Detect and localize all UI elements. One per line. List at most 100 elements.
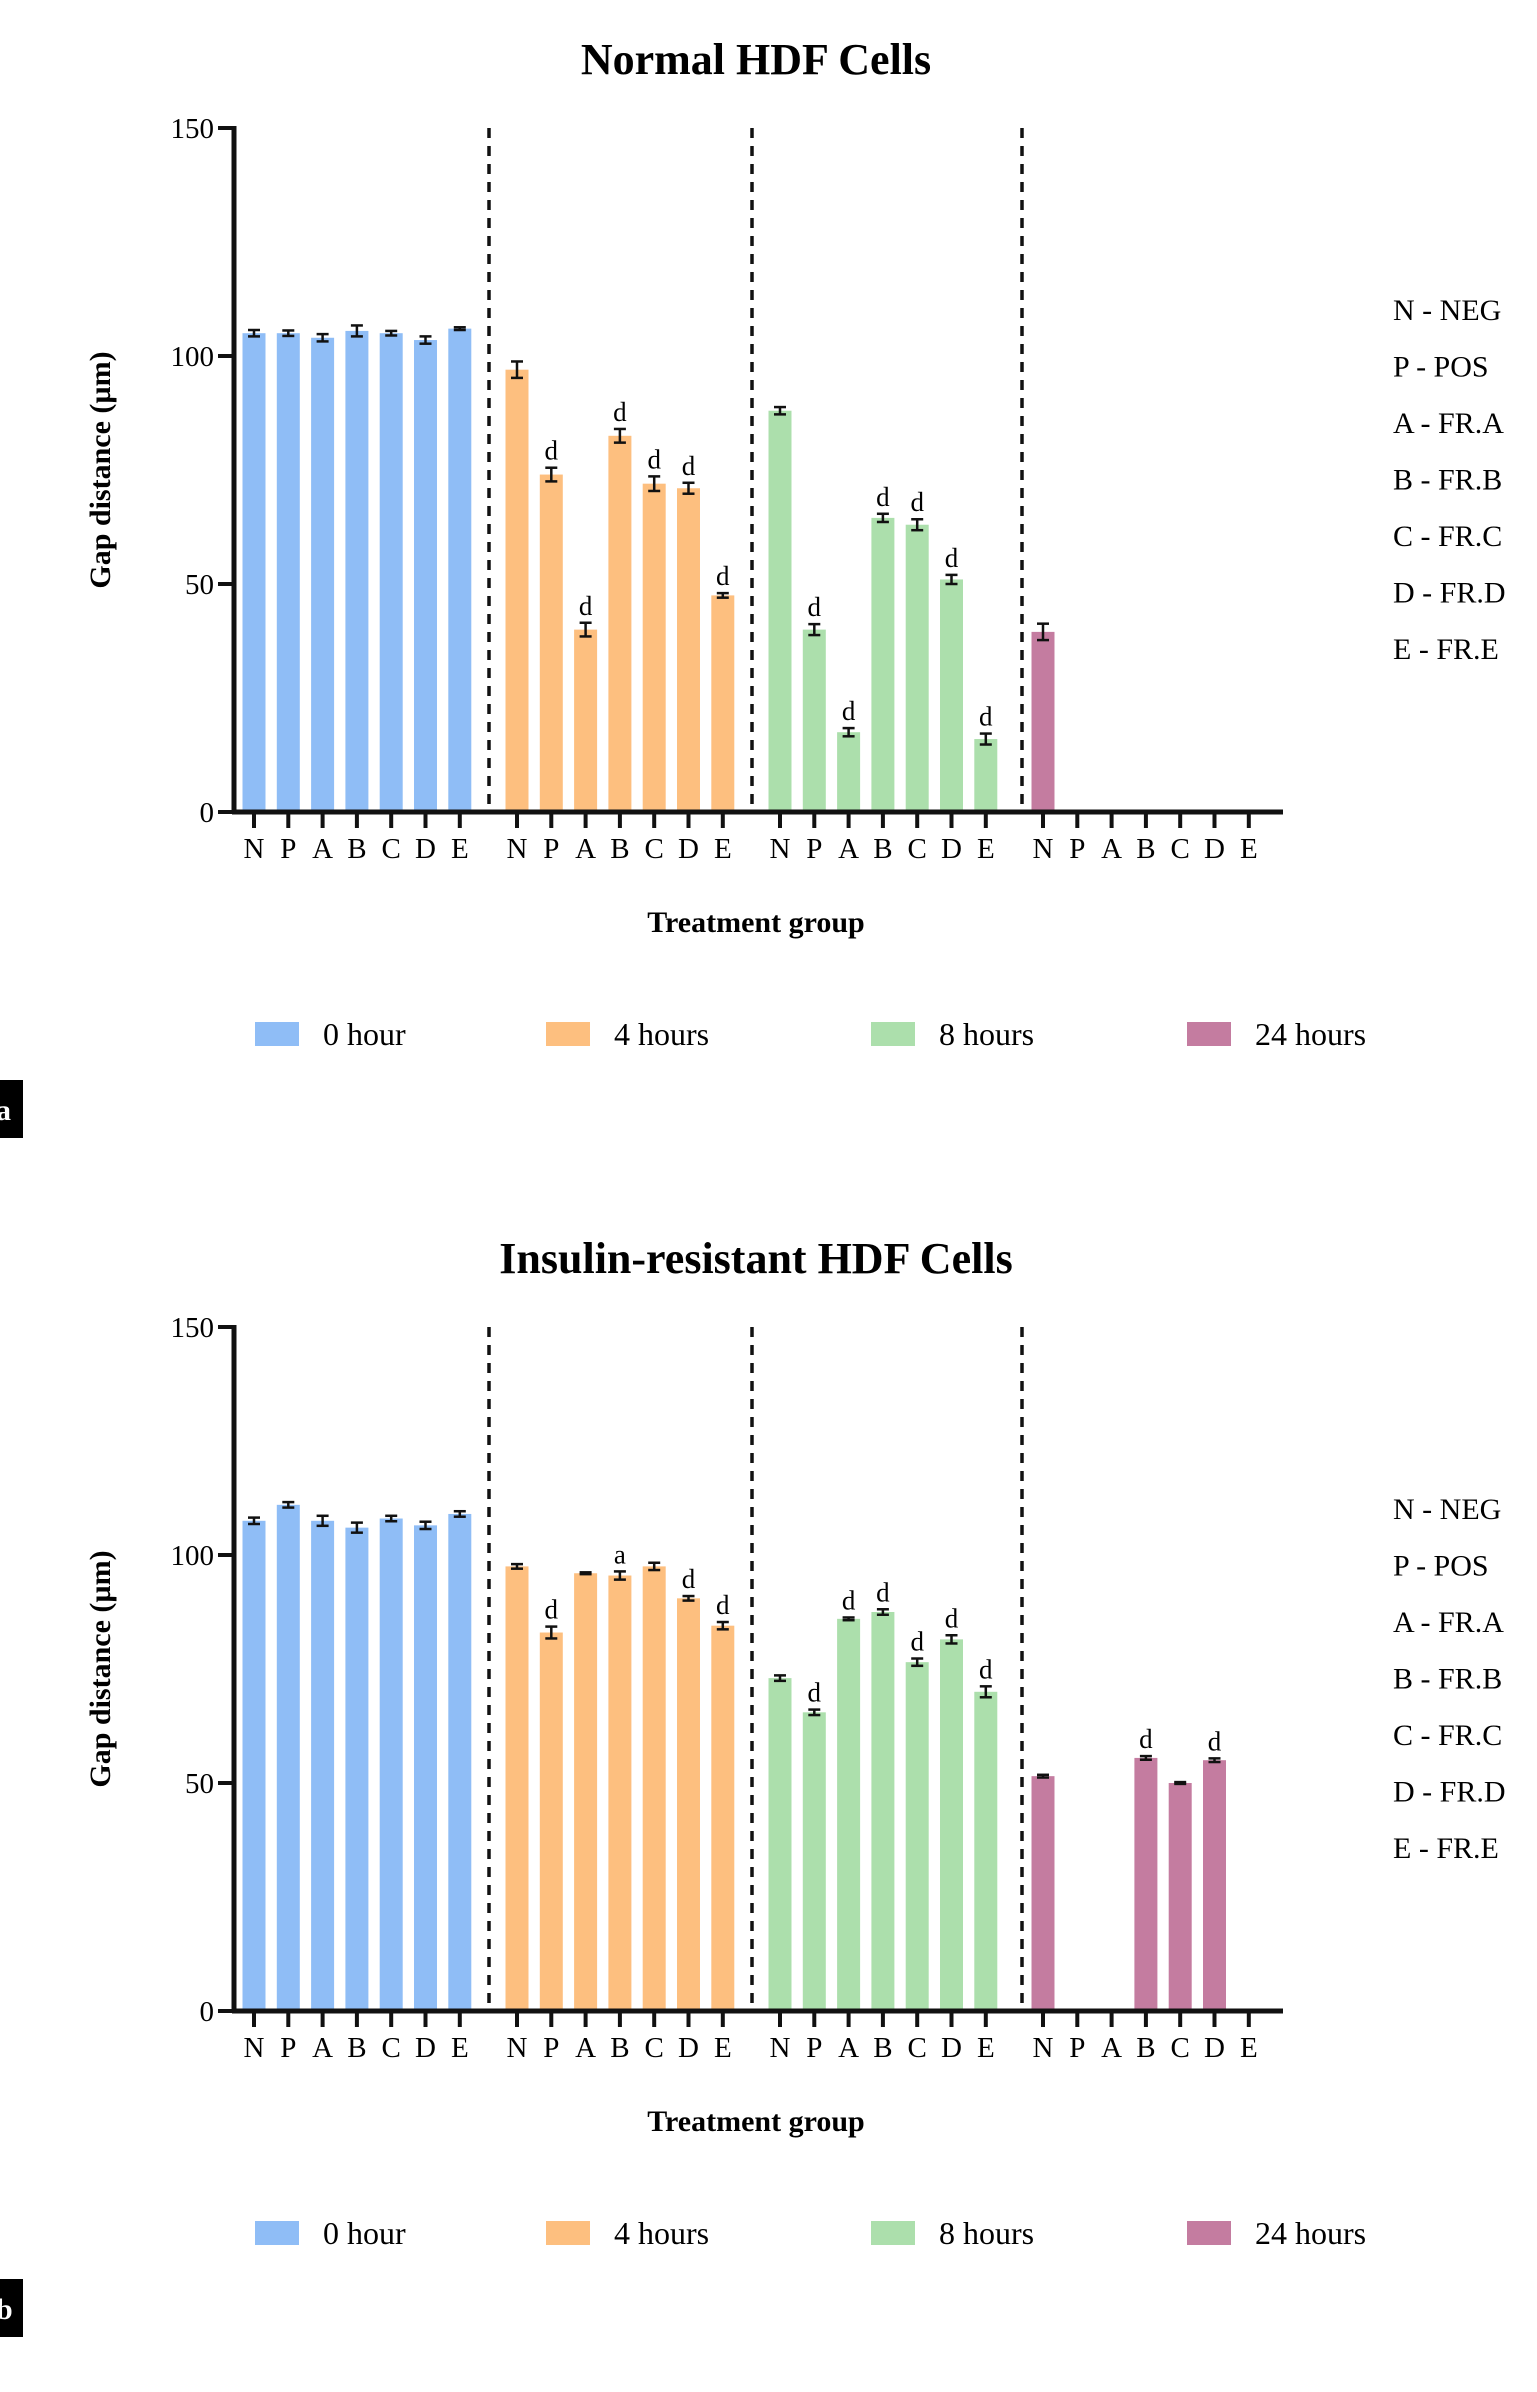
significance-label: d [979, 702, 993, 732]
legend-label: 24 hours [1255, 2215, 1366, 2251]
error-bar [419, 335, 432, 345]
panel-label-box [0, 2279, 23, 2337]
bar-8-hours-E [974, 739, 998, 812]
x-tick-label: N [244, 2032, 265, 2064]
y-tick-label: 100 [171, 1540, 215, 1572]
error-bar [979, 732, 992, 746]
x-tick-label: N [507, 2032, 528, 2064]
bar-0-hour-C [379, 1518, 403, 2011]
error-bar [316, 332, 329, 343]
error-bar [682, 481, 695, 495]
error-bar [876, 1608, 889, 1616]
x-tick-label: C [908, 833, 927, 865]
bar-0-hour-P [276, 1504, 300, 2011]
x-tick-label: A [1101, 2032, 1122, 2064]
bar-4-hours-B [608, 1575, 632, 2011]
x-tick-label: B [347, 2032, 366, 2064]
bar-8-hours-A [837, 1618, 861, 2011]
bar-8-hours-D [940, 1639, 963, 2011]
panel-label: b [0, 2279, 23, 2337]
bar-24-hours-D [1203, 1760, 1226, 2011]
legend-swatch [1187, 2221, 1231, 2245]
error-bar [648, 475, 661, 493]
key-entry: B - FR.B [1393, 464, 1502, 497]
x-tick-label: A [838, 2032, 859, 2064]
error-bar [613, 427, 626, 444]
error-bar [248, 328, 260, 338]
x-tick-label: C [908, 2032, 927, 2064]
legend-swatch [546, 2221, 590, 2245]
error-bar [979, 1685, 992, 1699]
error-bar [282, 329, 295, 338]
legend-item: 0 hour [255, 1016, 406, 1052]
x-tick-label: B [610, 2032, 629, 2064]
panel-label: a [0, 1080, 23, 1138]
x-tick-label: D [678, 833, 699, 865]
legend-swatch [871, 2221, 915, 2245]
error-bar [350, 1521, 363, 1534]
x-tick-label: D [941, 2032, 962, 2064]
bar-0-hour-P [276, 333, 300, 812]
significance-label: d [613, 397, 627, 427]
error-bar [511, 360, 523, 380]
legend-label: 24 hours [1255, 1016, 1366, 1052]
x-tick-label: P [1069, 833, 1085, 865]
key-entry: C - FR.C [1393, 1719, 1502, 1752]
bar-0-hour-E [448, 328, 472, 812]
bar-0-hour-B [345, 330, 369, 812]
error-bar [316, 1514, 329, 1528]
x-tick-label: D [415, 833, 436, 865]
bar-8-hours-C [905, 524, 929, 812]
x-tick-label: C [382, 2032, 401, 2064]
significance-label: d [979, 1654, 993, 1684]
error-bar [774, 1674, 786, 1683]
legend-item: 24 hours [1187, 2215, 1366, 2251]
y-tick-label: 0 [200, 1996, 215, 2028]
x-tick-label: N [770, 2032, 791, 2064]
error-bar [1037, 622, 1049, 642]
key-entry: B - FR.B [1393, 1663, 1502, 1696]
x-tick-label: B [1136, 2032, 1155, 2064]
error-bar [774, 405, 786, 416]
panel-label-text: a [0, 1094, 11, 1127]
bar-0-hour-N [242, 333, 266, 812]
x-tick-label: B [347, 833, 366, 865]
error-bar [842, 1616, 855, 1622]
error-bar [282, 1500, 295, 1509]
x-tick-label: E [714, 833, 732, 865]
error-bar [842, 726, 855, 738]
bar-8-hours-P [802, 1712, 826, 2011]
error-bar [716, 1620, 729, 1631]
x-tick-label: C [1171, 2032, 1190, 2064]
significance-label: d [545, 1595, 559, 1625]
x-tick-label: N [1033, 833, 1054, 865]
bar-4-hours-P [539, 474, 563, 812]
x-tick-label: N [244, 833, 265, 865]
significance-label: d [910, 487, 924, 517]
x-tick-label: N [770, 833, 791, 865]
bar-0-hour-A [311, 337, 335, 812]
significance-label: d [647, 444, 661, 474]
bar-8-hours-E [974, 1691, 998, 2011]
x-tick-label: P [280, 2032, 296, 2064]
bar-24-hours-C [1168, 1783, 1192, 2011]
x-tick-label: E [451, 2032, 469, 2064]
significance-label: d [945, 1603, 959, 1633]
x-tick-label: B [873, 2032, 892, 2064]
key-entry: C - FR.C [1393, 520, 1502, 553]
significance-label: d [682, 1564, 696, 1594]
chart-title: Normal HDF Cells [581, 35, 931, 84]
bar-8-hours-C [905, 1662, 929, 2011]
y-tick-label: 150 [171, 1312, 215, 1344]
x-tick-label: B [1136, 833, 1155, 865]
x-tick-label: E [1240, 2032, 1258, 2064]
x-tick-label: P [543, 833, 559, 865]
x-tick-label: D [941, 833, 962, 865]
panel-label-box [0, 1080, 23, 1138]
x-tick-label: P [543, 2032, 559, 2064]
error-bar [716, 591, 729, 599]
error-bar [385, 1514, 398, 1523]
significance-label: d [1208, 1726, 1222, 1756]
significance-label: d [910, 1627, 924, 1657]
